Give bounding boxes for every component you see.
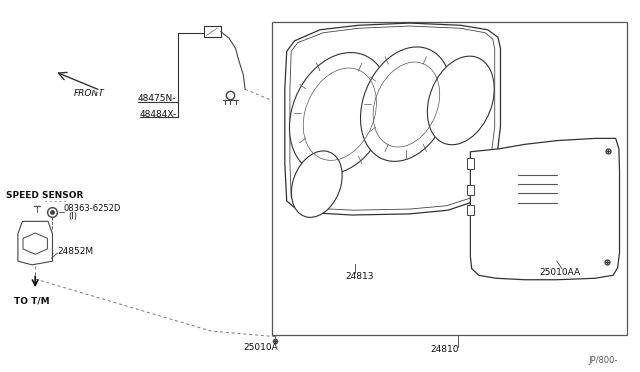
Polygon shape [470, 138, 620, 280]
Bar [467, 205, 474, 215]
Text: 25010AA: 25010AA [540, 268, 580, 277]
Text: 24852M: 24852M [58, 247, 93, 256]
Ellipse shape [291, 151, 342, 217]
Bar [467, 185, 474, 195]
Ellipse shape [289, 52, 389, 174]
Text: 08363-6252D: 08363-6252D [64, 204, 122, 213]
Bar [272, 22, 627, 335]
Text: - - - - -: - - - - - [45, 198, 67, 203]
Bar [467, 158, 474, 169]
Text: 25010A: 25010A [243, 343, 278, 352]
Ellipse shape [428, 56, 494, 145]
Text: TO T/M: TO T/M [14, 297, 50, 306]
Text: JP/800-: JP/800- [589, 356, 618, 365]
Text: 48484X-: 48484X- [140, 110, 177, 119]
Ellipse shape [360, 47, 451, 161]
Text: FRONT: FRONT [74, 89, 104, 98]
Text: 24813: 24813 [346, 272, 374, 280]
Text: (I): (I) [68, 212, 77, 221]
Text: 24810: 24810 [431, 345, 459, 354]
Text: SPEED SENSOR: SPEED SENSOR [6, 191, 84, 200]
Text: 48475N-: 48475N- [138, 94, 176, 103]
